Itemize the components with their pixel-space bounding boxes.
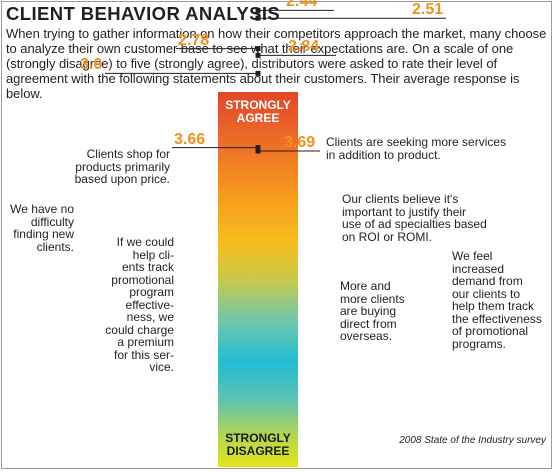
- agreement-scale-bar: [218, 92, 298, 467]
- statement-label: We feel increased demand from our clients t…: [452, 249, 542, 351]
- scale-bottom-label-line-2: DISAGREE: [226, 444, 290, 458]
- statement-label: We have no difficulty finding new clients.: [10, 202, 74, 254]
- scale-bottom-label: STRONGLY DISAGREE: [218, 432, 298, 458]
- statement-label: Clients are seeking more services in addi…: [326, 135, 507, 162]
- data-point-marker: [255, 46, 261, 52]
- scale-top-label-line-2: AGREE: [236, 111, 280, 125]
- intro-paragraph: When trying to gather information on how…: [6, 26, 547, 101]
- statement-label: More and more clients are buying direct fro…: [340, 279, 405, 343]
- source-note: 2008 State of the Industry survey: [399, 435, 546, 446]
- value-label: 2.84: [288, 38, 320, 56]
- chart-title: CLIENT BEHAVIOR ANALYSIS: [6, 3, 281, 24]
- value-label: 2.44: [286, 0, 318, 11]
- statement-label: If we could help cli-ents track promotiona…: [105, 235, 174, 374]
- statement-label: Clients shop for products primarily based …: [74, 147, 170, 186]
- value-label: 2.51: [412, 1, 444, 19]
- data-point-marker: [255, 70, 261, 76]
- value-label: 2.78: [178, 31, 210, 49]
- data-point-marker: [255, 15, 261, 21]
- data-point-marker: [255, 145, 261, 151]
- scale-top-label-line-1: STRONGLY: [225, 98, 291, 112]
- scale-top-label: STRONGLY AGREE: [218, 99, 298, 125]
- scale-bottom-label-line-1: STRONGLY: [225, 431, 291, 445]
- statement-label: Our clients believe it's important to jus…: [342, 192, 487, 244]
- data-point-marker: [255, 52, 261, 58]
- data-point-marker: [255, 148, 261, 154]
- value-label: 3.0: [80, 56, 103, 74]
- data-point-marker: [255, 7, 261, 13]
- value-label: 3.69: [284, 134, 316, 151]
- value-label: 3.66: [174, 130, 206, 148]
